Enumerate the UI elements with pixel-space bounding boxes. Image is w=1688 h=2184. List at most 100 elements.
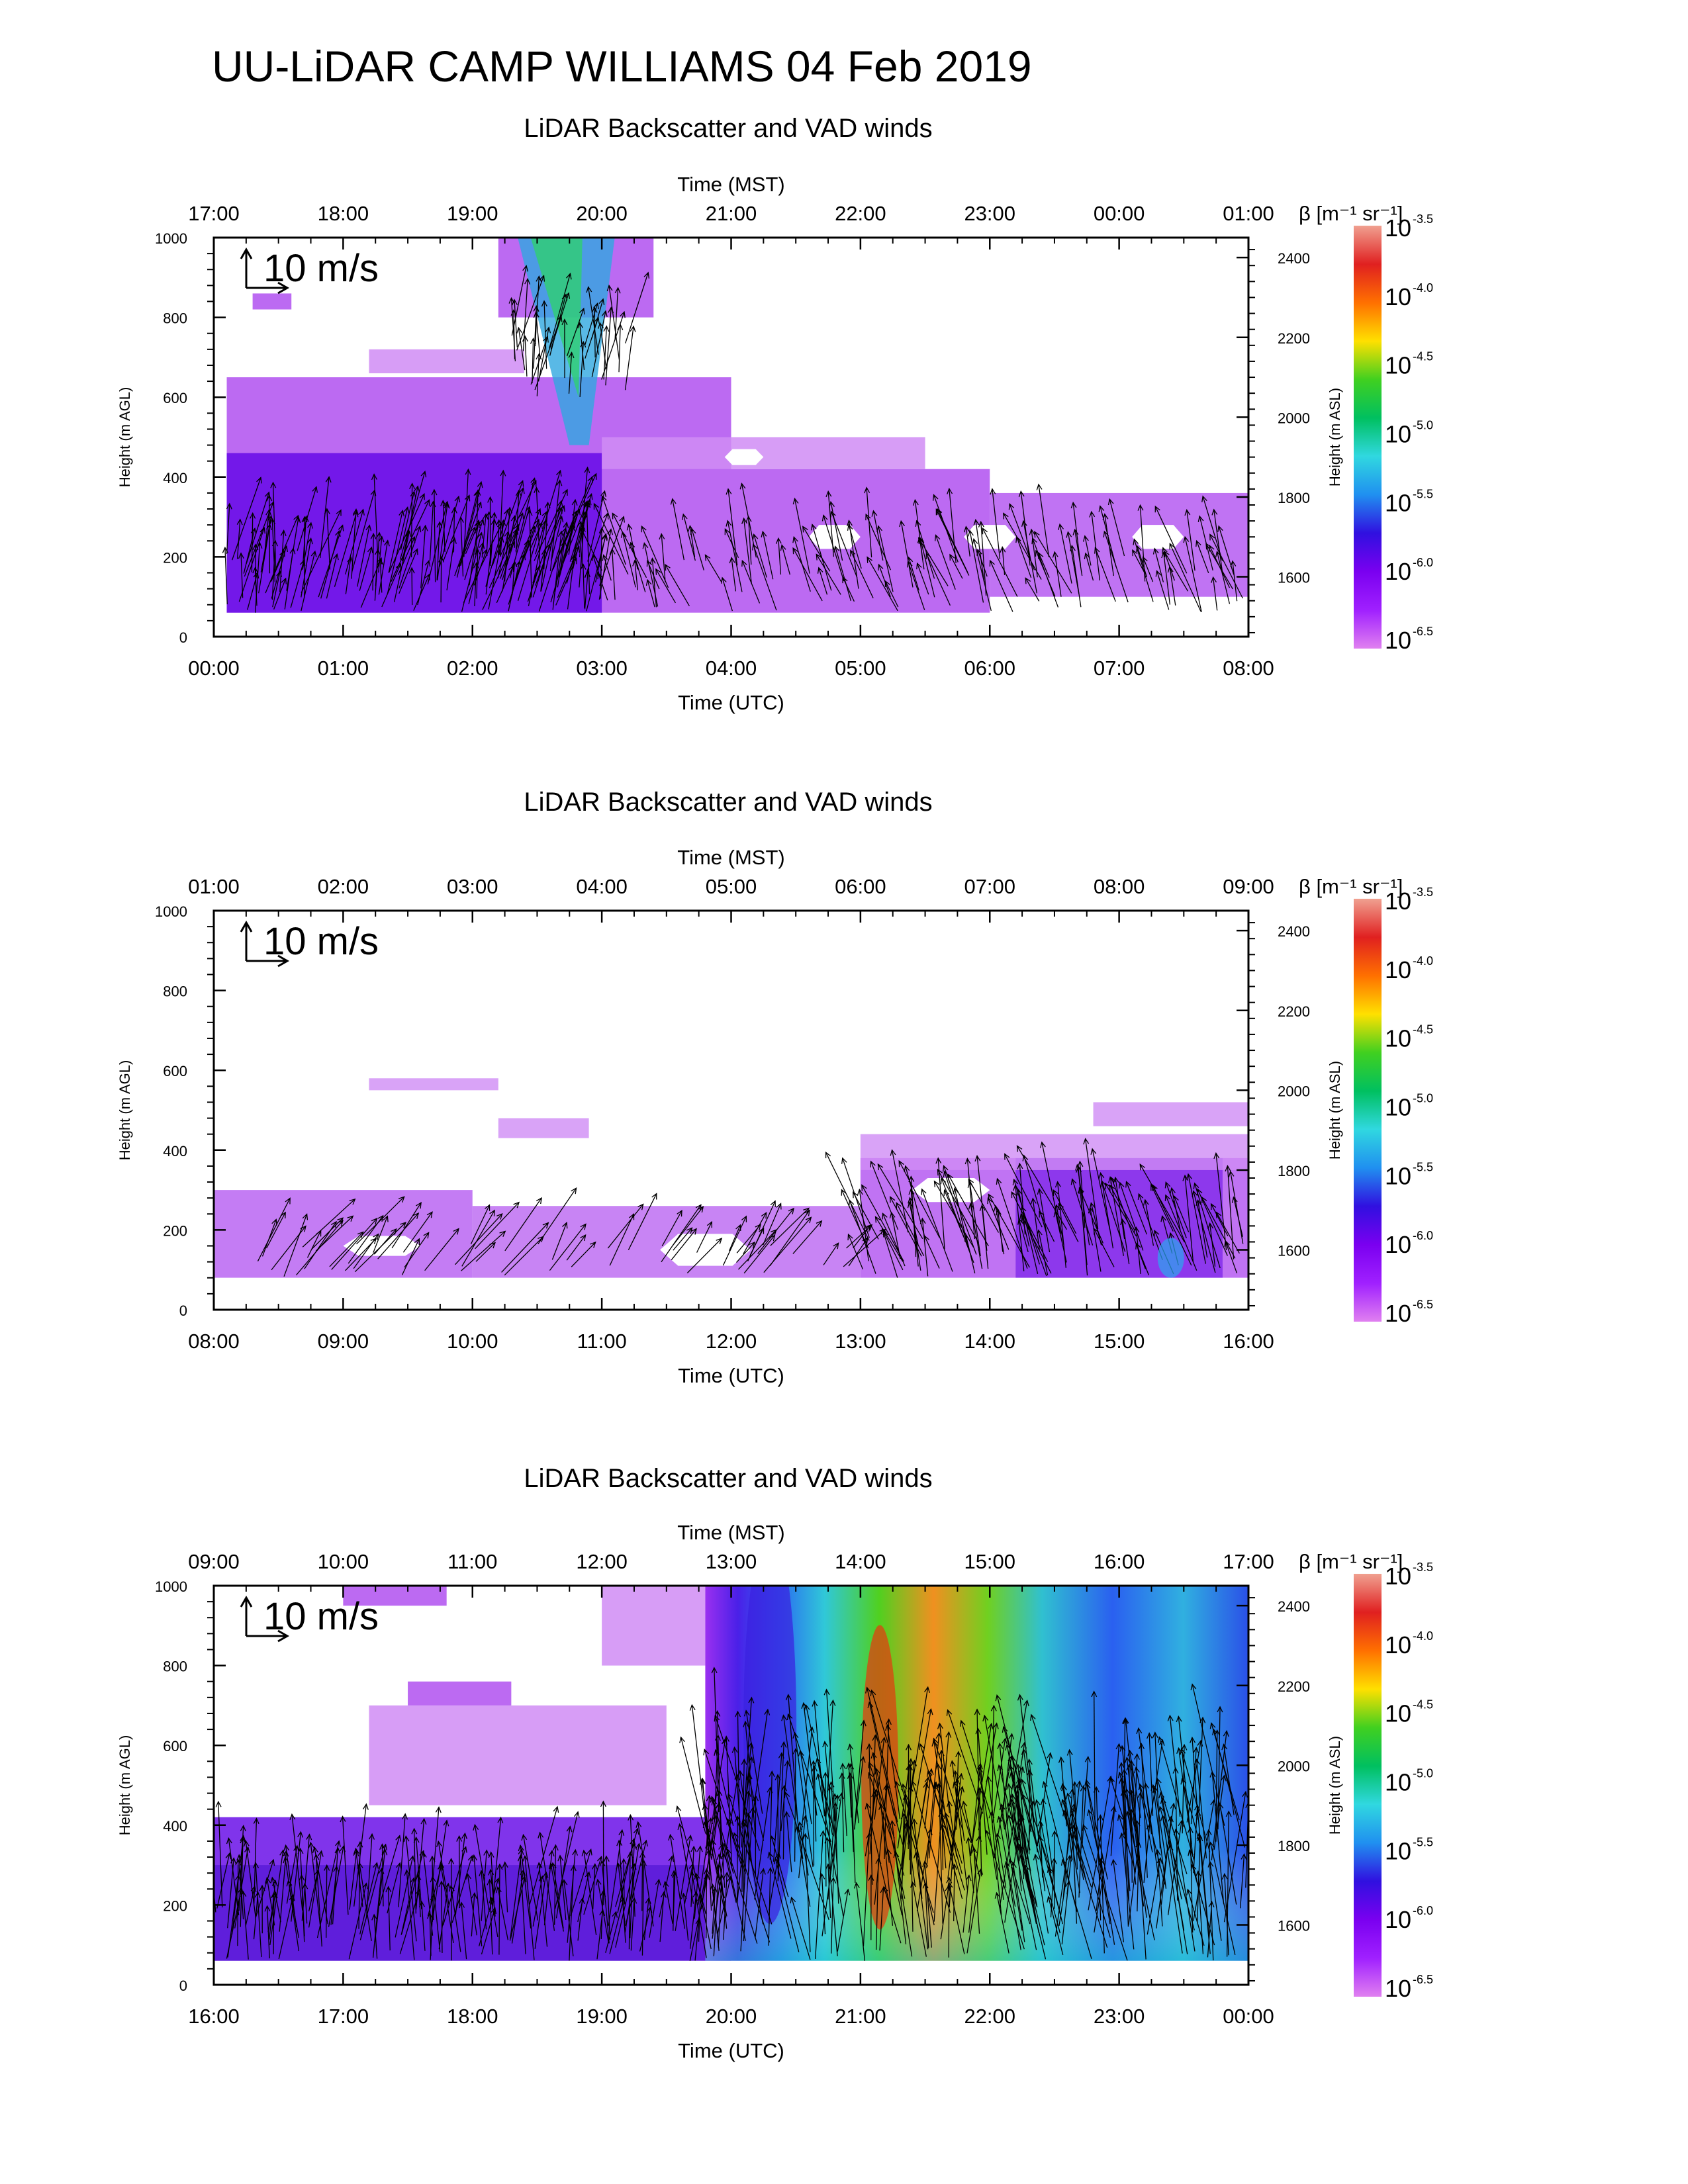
wind-vector-head bbox=[580, 527, 586, 534]
wind-vector bbox=[526, 509, 533, 598]
wind-vector-shaft bbox=[714, 1667, 720, 1813]
wind-vector bbox=[598, 528, 614, 600]
wind-vector-shaft bbox=[847, 1234, 864, 1270]
x-tick-label: 13:00 bbox=[835, 1330, 886, 1353]
wind-vector bbox=[252, 567, 259, 606]
colorbar-tick-base: 10 bbox=[1385, 1162, 1411, 1189]
wind-vector-head bbox=[746, 1772, 753, 1779]
wind-vector-head bbox=[471, 1854, 478, 1861]
x-tick-label: 10:00 bbox=[447, 1330, 498, 1353]
wind-vector-shaft bbox=[244, 502, 274, 577]
wind-vector-shaft bbox=[439, 496, 459, 567]
x-tick-label: 04:00 bbox=[706, 657, 757, 680]
wind-vector-shaft bbox=[1139, 1163, 1186, 1243]
wind-vector bbox=[269, 518, 276, 582]
wind-vector-shaft bbox=[955, 1751, 959, 1830]
wind-vector bbox=[949, 1760, 968, 1891]
wind-vector bbox=[982, 1714, 1006, 1830]
wind-vector-shaft bbox=[492, 1817, 502, 1907]
wind-vector bbox=[926, 1732, 942, 1868]
wind-vector-head bbox=[265, 523, 272, 531]
wind-vector-shaft bbox=[257, 1198, 291, 1262]
wind-vector-head bbox=[488, 1851, 494, 1858]
wind-vector-head bbox=[607, 528, 614, 535]
wind-vector bbox=[296, 1219, 344, 1276]
wind-vector bbox=[703, 1748, 743, 1869]
wind-vector bbox=[668, 1833, 686, 1929]
wind-vector-shaft bbox=[628, 1193, 657, 1250]
y2-tick-label: 1800 bbox=[1278, 490, 1310, 506]
wind-vector-shaft bbox=[831, 511, 858, 578]
wind-vector-shaft bbox=[509, 1849, 522, 1941]
wind-vector bbox=[459, 1901, 467, 1960]
wind-vector bbox=[864, 486, 872, 558]
wind-vector-shaft bbox=[696, 1221, 712, 1253]
wind-vector-head bbox=[764, 1708, 771, 1715]
wind-vector-head bbox=[870, 1689, 876, 1697]
wind-vector bbox=[473, 1823, 490, 1913]
wind-vector-head bbox=[423, 1232, 430, 1239]
wind-vector-head bbox=[720, 1852, 726, 1860]
x2-axis-label: Time (MST) bbox=[677, 846, 784, 869]
wind-vector-shaft bbox=[733, 1747, 743, 1848]
wind-vector-shaft bbox=[271, 519, 276, 582]
colorbar-tick-exponent: -4.0 bbox=[1413, 281, 1433, 295]
wind-vector-head bbox=[870, 1160, 876, 1167]
wind-vector-head bbox=[586, 286, 592, 293]
wind-vector bbox=[301, 516, 308, 598]
wind-vector bbox=[308, 1850, 324, 1928]
wind-vector-shaft bbox=[726, 1736, 733, 1866]
wind-vector-shaft bbox=[891, 1212, 901, 1259]
wind-vector bbox=[1211, 1730, 1229, 1860]
wind-vector-head bbox=[857, 1188, 863, 1196]
wind-vector bbox=[1055, 1803, 1077, 1937]
wind-vector-shaft bbox=[896, 1203, 925, 1256]
wind-vector-head bbox=[589, 1241, 596, 1248]
wind-vector-head bbox=[872, 1734, 878, 1741]
wind-vector-shaft bbox=[440, 557, 442, 603]
wind-vector-shaft bbox=[826, 1837, 838, 1956]
wind-vector bbox=[922, 1860, 932, 1948]
x2-tick-label: 01:00 bbox=[188, 875, 240, 898]
wind-vector-shaft bbox=[855, 1882, 866, 1961]
wind-vector-shaft bbox=[912, 1780, 951, 1913]
wind-vector bbox=[587, 490, 607, 562]
wind-vector bbox=[1053, 1210, 1067, 1263]
wind-vector-shaft bbox=[1216, 551, 1231, 604]
x-axis-label: Time (UTC) bbox=[678, 691, 784, 714]
wind-vector-head bbox=[619, 516, 625, 523]
wind-vector bbox=[1142, 556, 1154, 582]
y2-tick-label: 2400 bbox=[1278, 1598, 1310, 1615]
wind-vector-head bbox=[520, 1875, 527, 1883]
wind-vector-shaft bbox=[1090, 1203, 1102, 1246]
wind-vector-head bbox=[850, 549, 856, 557]
wind-vector bbox=[978, 1722, 999, 1831]
wind-vector-shaft bbox=[1041, 1142, 1062, 1234]
wind-vector bbox=[673, 1227, 693, 1251]
wind-vector-shaft bbox=[1128, 1764, 1131, 1833]
wind-vector-head bbox=[419, 493, 425, 500]
wind-vector-shaft bbox=[359, 547, 372, 591]
wind-vector-head bbox=[373, 1862, 379, 1869]
wind-vector bbox=[822, 1741, 834, 1837]
wind-vector-head bbox=[660, 1891, 667, 1898]
wind-vector-shaft bbox=[522, 279, 528, 351]
wind-vector-shaft bbox=[992, 488, 1001, 559]
wind-vector bbox=[1147, 1856, 1163, 1935]
wind-vector-head bbox=[1209, 1722, 1216, 1729]
wind-vector-head bbox=[259, 527, 265, 534]
wind-vector-shaft bbox=[830, 502, 843, 561]
colorbar-ramp bbox=[1354, 226, 1382, 649]
wind-vector-head bbox=[362, 1803, 369, 1810]
wind-vector-head bbox=[591, 306, 598, 313]
wind-vector-shaft bbox=[918, 537, 949, 586]
wind-vector-head bbox=[635, 1821, 642, 1828]
wind-vector-shaft bbox=[800, 1751, 812, 1825]
wind-vector bbox=[898, 1160, 940, 1238]
wind-vector-shaft bbox=[861, 1185, 904, 1262]
wind-vector bbox=[890, 1149, 909, 1233]
wind-vector-head bbox=[954, 1778, 961, 1785]
wind-vector-head bbox=[269, 1858, 275, 1866]
wind-vector-shaft bbox=[625, 272, 649, 343]
wind-vector-head bbox=[412, 548, 418, 555]
